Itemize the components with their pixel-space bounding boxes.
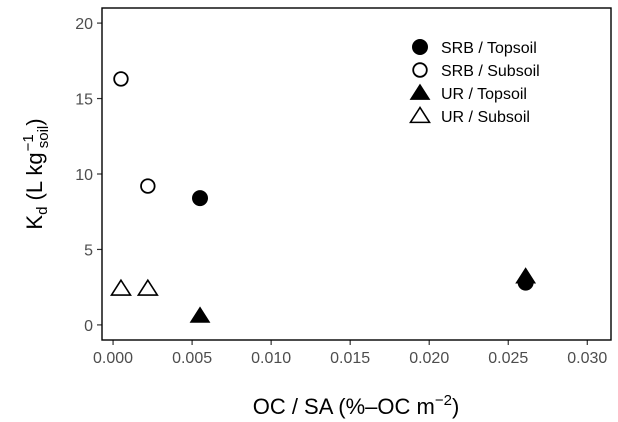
y-tick-label: 10 <box>75 167 93 184</box>
data-point-srb-subsoil <box>140 178 156 194</box>
legend-key <box>409 106 431 124</box>
y-tick-label: 5 <box>84 242 93 259</box>
data-point-ur-topsoil <box>515 267 537 284</box>
x-tick-label: 0.000 <box>93 350 133 367</box>
legend-item-label: UR / Topsoil <box>441 86 527 103</box>
legend: SRB / Topsoil SRB / Subsoil UR / Topsoil UR… <box>409 39 540 126</box>
x-axis: 0.000 0.005 0.010 0.015 0.020 0.025 0.030 <box>93 340 607 367</box>
legend-item-label: SRB / Subsoil <box>441 63 540 80</box>
x-tick-label: 0.020 <box>409 350 449 367</box>
x-tick-label: 0.010 <box>251 350 291 367</box>
x-tick-label: 0.025 <box>488 350 528 367</box>
y-axis-title: Kd (L kg−1soil) <box>20 118 52 229</box>
data-point-ur-subsoil <box>110 278 132 296</box>
data-point-srb-subsoil <box>113 71 129 87</box>
x-tick-label: 0.015 <box>330 350 370 367</box>
x-axis-title: OC / SA (%–OC m−2) <box>253 392 460 419</box>
data-point-srb-topsoil <box>192 190 209 207</box>
data-point-ur-topsoil <box>189 306 211 323</box>
y-tick-label: 15 <box>75 92 93 109</box>
data-points <box>110 71 537 323</box>
y-tick-label: 0 <box>84 318 93 335</box>
legend-key <box>409 83 431 100</box>
data-point-ur-subsoil <box>136 278 159 296</box>
x-tick-label: 0.030 <box>567 350 607 367</box>
y-axis: 0 5 10 15 20 <box>75 16 102 335</box>
legend-item-label: UR / Subsoil <box>441 109 530 126</box>
legend-key <box>412 62 428 78</box>
x-tick-label: 0.005 <box>172 350 212 367</box>
legend-item-label: SRB / Topsoil <box>441 40 537 57</box>
y-tick-label: 20 <box>75 16 93 33</box>
legend-key <box>412 39 428 55</box>
plot-panel-border <box>101 7 612 341</box>
